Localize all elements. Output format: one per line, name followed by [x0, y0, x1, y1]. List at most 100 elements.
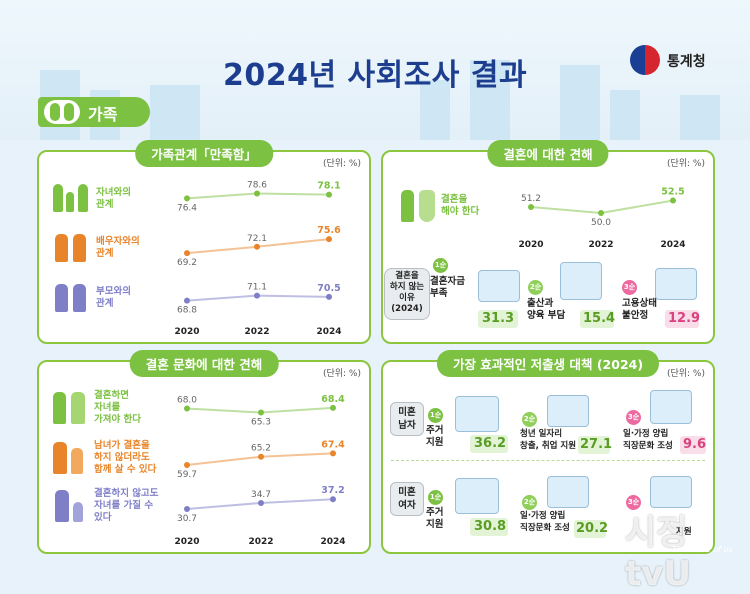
row-label-should-marry: 결혼을 해야 한다 [441, 194, 480, 217]
parent-child-icon [51, 184, 91, 212]
data-label: 51.2 [521, 194, 541, 204]
policy-value: 30.8 [474, 519, 507, 534]
value-box [470, 435, 508, 453]
logo-text: 통계청 [667, 54, 706, 70]
row-label-children-without-marriage: 결혼하지 않고도 자녀를 가질 수 있다 [94, 488, 159, 523]
rank-badge: 3순위 [626, 410, 641, 436]
data-label: 68.0 [177, 396, 197, 406]
policy-label: 주거 지원 [426, 425, 444, 448]
reason-value: 31.3 [482, 311, 515, 326]
watermark-tagline: The voice of us [672, 545, 733, 554]
panel-title: 결혼에 대한 견해 [487, 140, 609, 167]
value-box [680, 436, 706, 454]
family-work-illustration-icon [547, 476, 589, 508]
family-icon [44, 100, 80, 124]
page-title: 2024년 사회조사 결과 [222, 58, 528, 93]
group-divider [391, 460, 705, 461]
data-point [184, 505, 190, 512]
data-label: 59.7 [177, 470, 197, 480]
data-point [184, 297, 190, 304]
data-label: 70.5 [317, 283, 340, 294]
unit-label: (단위: %) [666, 159, 705, 169]
data-point [330, 404, 336, 411]
panel-marriage-culture: 결혼 문화에 대한 견해 (단위: %) 결혼하면 자녀를 가져야 한다 남녀가… [37, 350, 371, 554]
section-tag-label: 가족 [88, 105, 118, 124]
data-point [670, 197, 676, 204]
panel-title: 결혼 문화에 대한 견해 [129, 350, 279, 377]
couple-baby-icon [51, 392, 91, 424]
data-point [254, 190, 260, 197]
unit-label: (단위: %) [322, 369, 361, 379]
year-label: 2020 [174, 327, 199, 337]
house-illustration-icon [455, 396, 499, 432]
data-point [184, 195, 190, 202]
policy-value: 27.1 [580, 437, 613, 452]
data-label: 72.1 [247, 234, 267, 244]
data-point [184, 250, 190, 257]
rank-badge: 2순위 [528, 280, 543, 306]
policy-label: 지원 [676, 527, 692, 537]
reason-label: 고용상태 불안정 [622, 298, 657, 321]
house-illustration-icon [455, 478, 499, 514]
rank-badge: 1순위 [428, 408, 443, 434]
year-label: 2020 [174, 537, 199, 547]
chart-family-relations: 76.4 78.6 78.1 69.2 72.1 75.6 68.8 71.1 70.5 2020… [174, 180, 341, 337]
section-tag-family: 가족 [38, 97, 150, 127]
wedding-couple-icon [399, 190, 439, 222]
parents-icon [53, 284, 93, 312]
rank-badge: 2순위 [522, 412, 537, 438]
data-point [330, 450, 336, 457]
cohabiting-couple-icon [51, 442, 91, 474]
value-box [580, 310, 614, 328]
data-point [258, 499, 264, 506]
data-label: 75.6 [317, 225, 341, 236]
data-point [330, 496, 336, 503]
work-life-balance-illustration-icon [650, 390, 692, 424]
data-label: 65.3 [251, 418, 271, 428]
data-label: 78.6 [247, 180, 267, 190]
money-house-illustration-icon [478, 270, 520, 302]
policy-value: 20.2 [576, 521, 609, 536]
panel-family-relations: 가족관계「만족함」 (단위: %) 자녀와의 관계 배우자와의 관계 부모와의 … [37, 140, 371, 344]
data-label: 37.2 [321, 485, 344, 496]
rank-badge: 3순위 [622, 280, 637, 306]
data-label: 76.4 [177, 203, 197, 213]
reasons-badge: 결혼을 하지 않는 이유 (2024) [384, 268, 430, 320]
job-seeker-illustration-icon [547, 395, 589, 427]
data-label: 68.4 [321, 394, 345, 405]
value-box [578, 436, 610, 454]
statistics-korea-logo-icon [630, 45, 660, 75]
data-label: 30.7 [177, 514, 197, 524]
group-badge-women: 미혼 여자 [390, 482, 424, 516]
data-point [258, 409, 264, 416]
policy-value: 9.6 [683, 437, 707, 452]
data-point [326, 293, 332, 300]
policy-value: 36.2 [474, 436, 507, 451]
reason-value: 15.4 [583, 311, 616, 326]
year-label: 2022 [248, 537, 273, 547]
data-point [528, 204, 534, 210]
year-label: 2020 [518, 240, 543, 250]
panel-title: 가장 효과적인 저출생 대책 (2024) [436, 350, 660, 377]
rank-badge: 3순위 [626, 495, 641, 521]
parent-stroller-illustration-icon [560, 262, 602, 300]
single-parent-icon [51, 490, 91, 522]
year-label: 2022 [244, 327, 269, 337]
data-point [326, 191, 332, 198]
year-label: 2024 [660, 240, 685, 250]
office-worker-illustration-icon [650, 476, 692, 508]
value-box [665, 310, 699, 328]
data-label: 52.5 [661, 187, 684, 198]
policy-label: 청년 일자리 창출, 취업 지원 [520, 429, 577, 451]
data-point [254, 243, 260, 250]
value-box [470, 518, 508, 536]
row-label-cohabit: 남녀가 결혼을 하지 않더라도 함께 살 수 있다 [94, 440, 157, 475]
data-label: 78.1 [317, 181, 340, 192]
unit-label: (단위: %) [322, 159, 361, 169]
row-label-have-children: 결혼하면 자녀를 가져야 한다 [94, 390, 142, 425]
data-label: 68.8 [177, 306, 197, 316]
year-label: 2024 [316, 327, 341, 337]
worker-office-illustration-icon [655, 268, 697, 300]
policy-label: 일·가정 양립 직장문화 조성 [520, 511, 570, 533]
year-label: 2022 [588, 240, 613, 250]
